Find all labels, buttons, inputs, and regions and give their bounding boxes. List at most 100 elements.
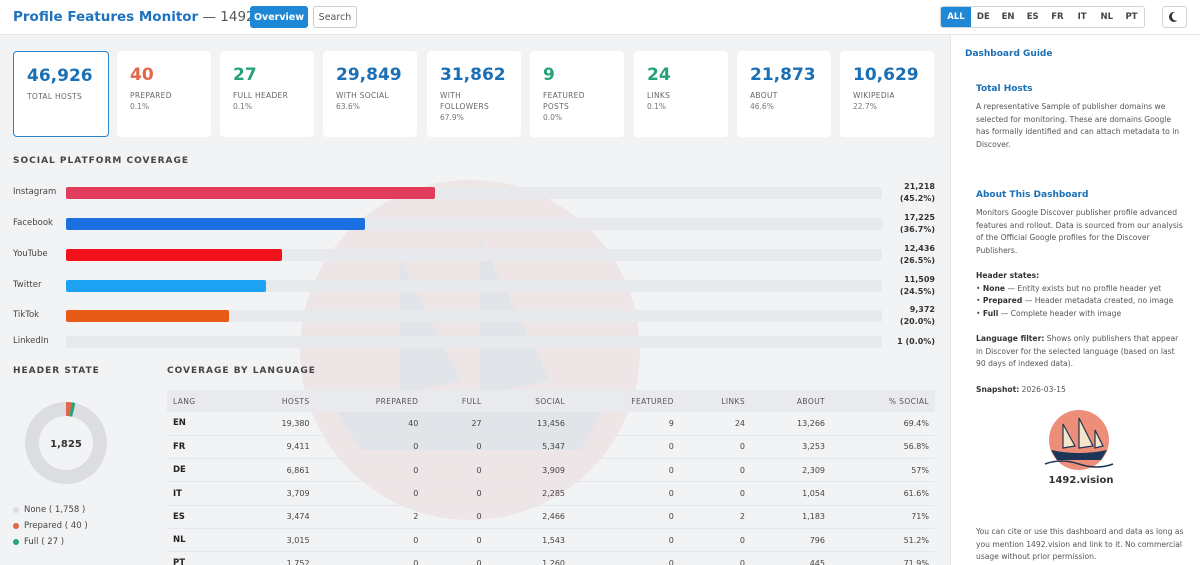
stat-card-links[interactable]: 24 LINKS 0.1% (634, 51, 728, 137)
column-header-prepared[interactable]: PREPARED (315, 390, 425, 412)
theme-toggle-button[interactable] (1162, 6, 1187, 28)
platform-count: 12,436 (26.5%) (900, 243, 935, 267)
platform-bar-fill (66, 218, 366, 230)
stat-card-with-social[interactable]: 29,849 WITH SOCIAL 63.6% (323, 51, 417, 137)
cell-links: 0 (679, 528, 752, 553)
dashboard-guide-panel: Dashboard Guide Total Hosts A representa… (950, 35, 1200, 565)
stat-value: 29,849 (336, 65, 402, 85)
stat-card-total-hosts[interactable]: 46,926 TOTAL HOSTS (13, 51, 109, 137)
cell-percent-social: 57% (831, 458, 935, 483)
legend-item-none: None ( 1,758 ) (13, 505, 85, 515)
snapshot-term: Snapshot: (976, 385, 1020, 394)
app-title-text: Profile Features Monitor (13, 9, 199, 25)
stat-card-featured-posts[interactable]: 9 FEATURED POSTS 0.0% (530, 51, 624, 137)
table-row[interactable]: EN 19,380 40 27 13,456 9 24 13,266 69.4% (167, 412, 935, 436)
language-button-all[interactable]: ALL (941, 7, 971, 27)
search-button[interactable]: Search (313, 6, 357, 28)
language-button-pt[interactable]: PT (1125, 12, 1138, 22)
cell-lang: IT (167, 481, 236, 506)
state-full-term: Full (982, 308, 999, 318)
column-header-percent-social[interactable]: % SOCIAL (831, 390, 935, 412)
stat-value: 46,926 (27, 66, 93, 86)
cell-social: 2,466 (487, 505, 572, 529)
language-coverage-title: COVERAGE BY LANGUAGE (167, 366, 316, 376)
legend-label: None (24, 505, 47, 515)
column-header-about[interactable]: ABOUT (751, 390, 831, 412)
stat-percent: 0.1% (130, 102, 150, 111)
stat-card-with-followers[interactable]: 31,862 WITH FOLLOWERS 67.9% (427, 51, 521, 137)
cell-lang: FR (167, 435, 236, 460)
stat-card-about[interactable]: 21,873 ABOUT 46.6% (737, 51, 831, 137)
column-header-hosts[interactable]: HOSTS (235, 390, 316, 412)
language-button-fr[interactable]: FR (1051, 12, 1064, 22)
platform-row-youtube: YouTube 12,436 (26.5%) (13, 244, 935, 265)
stat-label: FULL HEADER (233, 91, 289, 100)
overview-button[interactable]: Overview (250, 6, 308, 28)
platform-row-twitter: Twitter 11,509 (24.5%) (13, 275, 935, 296)
cell-social: 1,543 (487, 528, 572, 553)
platform-count-value: 9,372 (909, 305, 935, 314)
language-button-es[interactable]: ES (1026, 12, 1039, 22)
header-states-title: Header states: (976, 271, 1040, 280)
stat-percent: 0.0% (543, 113, 563, 122)
language-button-de[interactable]: DE (976, 12, 990, 22)
cell-percent-social: 69.4% (831, 412, 935, 436)
cell-full: 0 (424, 435, 488, 460)
platform-count-value: 1 (897, 337, 903, 346)
platform-count: 17,225 (36.7%) (900, 212, 935, 236)
stat-percent: 67.9% (440, 113, 464, 122)
cell-prepared: 40 (315, 412, 425, 436)
language-button-en[interactable]: EN (1001, 12, 1015, 22)
platform-bar-track (66, 218, 882, 230)
stat-value: 9 (543, 65, 555, 85)
cell-featured: 0 (571, 435, 680, 460)
table-header-row: LANG HOSTS PREPARED FULL SOCIAL FEATURED… (167, 390, 935, 412)
cell-prepared: 0 (315, 481, 425, 506)
guide-about-title: About This Dashboard (976, 190, 1089, 200)
platform-row-facebook: Facebook 17,225 (36.7%) (13, 213, 935, 234)
cell-about: 445 (751, 551, 831, 565)
platform-bar-fill (66, 310, 230, 322)
stat-card-wikipedia[interactable]: 10,629 WIKIPEDIA 22.7% (840, 51, 934, 137)
platform-count: 1 (0.0%) (897, 336, 935, 348)
legend-value: 1,758 (54, 505, 80, 515)
language-filter: ALL DE EN ES FR IT NL PT (940, 6, 1145, 28)
table-row[interactable]: PT 1,752 0 0 1,260 0 0 445 71.9% (167, 551, 935, 565)
table-row[interactable]: NL 3,015 0 0 1,543 0 0 796 51.2% (167, 528, 935, 553)
table-row[interactable]: ES 3,474 2 0 2,466 0 2 1,183 71% (167, 505, 935, 529)
cell-hosts: 9,411 (235, 435, 316, 460)
guide-language-filter: Language filter: Shows only publishers t… (976, 333, 1186, 371)
language-button-it[interactable]: IT (1077, 12, 1087, 22)
legend-item-prepared: Prepared ( 40 ) (13, 521, 88, 531)
stat-card-prepared[interactable]: 40 PREPARED 0.1% (117, 51, 211, 137)
column-header-featured[interactable]: FEATURED (571, 390, 680, 412)
stat-label: ABOUT (750, 91, 778, 100)
column-header-social[interactable]: SOCIAL (487, 390, 572, 412)
table-row[interactable]: FR 9,411 0 0 5,347 0 0 3,253 56.8% (167, 435, 935, 460)
platform-name: Facebook (13, 218, 53, 228)
cell-featured: 0 (571, 458, 680, 483)
cell-percent-social: 71% (831, 505, 935, 529)
cell-hosts: 6,861 (235, 458, 316, 483)
cell-links: 24 (679, 412, 752, 436)
platform-name: Twitter (13, 280, 42, 290)
language-button-nl[interactable]: NL (1100, 12, 1114, 22)
table-row[interactable]: DE 6,861 0 0 3,909 0 0 2,309 57% (167, 458, 935, 483)
brand-logo-caption: 1492.vision (1048, 475, 1114, 486)
legend-label: Full (24, 537, 39, 547)
platform-count-percent: (26.5%) (899, 256, 935, 265)
column-header-links[interactable]: LINKS (679, 390, 752, 412)
column-header-lang[interactable]: LANG (167, 390, 236, 412)
table-row[interactable]: IT 3,709 0 0 2,285 0 0 1,054 61.6% (167, 481, 935, 506)
cell-links: 0 (679, 458, 752, 483)
column-header-full[interactable]: FULL (424, 390, 488, 412)
legend-dot (13, 507, 19, 513)
stat-label: LINKS (647, 91, 671, 100)
state-full-text: — Complete header with image (1000, 308, 1122, 318)
stat-label: PREPARED (130, 91, 172, 100)
stat-card-full-header[interactable]: 27 FULL HEADER 0.1% (220, 51, 314, 137)
guide-license-text: You can cite or use this dashboard and d… (976, 527, 1184, 561)
cell-percent-social: 51.2% (831, 528, 935, 553)
platform-bar-track (66, 249, 882, 261)
language-filter-text: Shows only publishers that appear in Dis… (976, 334, 1179, 368)
